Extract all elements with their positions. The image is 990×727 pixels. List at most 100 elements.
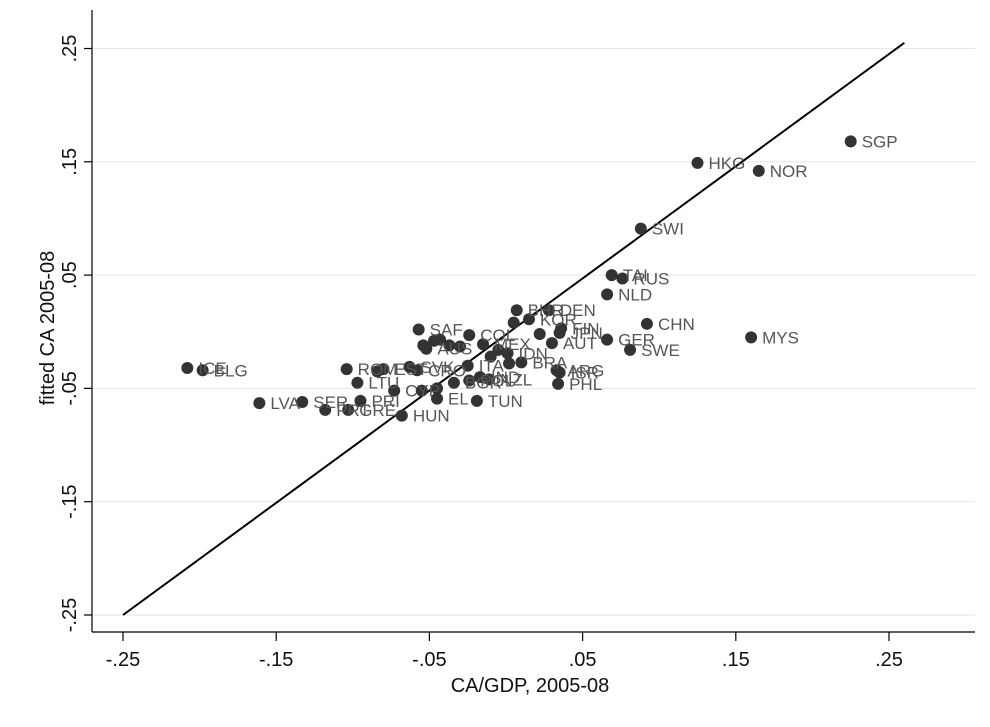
- data-point: [412, 323, 425, 336]
- point-label: ICE: [198, 359, 226, 378]
- data-point: [463, 374, 476, 387]
- x-tick-label: .25: [875, 649, 903, 671]
- data-point: [601, 288, 614, 301]
- data-point: [431, 392, 444, 405]
- point-label: GER: [618, 331, 655, 350]
- point-label: BHR: [528, 301, 564, 320]
- data-point: [691, 156, 704, 169]
- data-point: [483, 373, 496, 386]
- point-label: IND: [491, 368, 520, 387]
- point-label: LTU: [368, 374, 399, 393]
- x-tick-label: .05: [569, 649, 597, 671]
- data-point: [342, 403, 355, 416]
- data-point: [351, 376, 364, 389]
- y-tick-label: .25: [59, 35, 81, 63]
- y-tick-label: .15: [59, 148, 81, 176]
- point-label: LVA: [270, 394, 300, 413]
- point-label: DEN: [560, 301, 596, 320]
- grid-layer: [93, 48, 975, 616]
- data-point: [340, 363, 353, 376]
- data-point: [447, 376, 460, 389]
- x-tick-label: -.15: [259, 649, 293, 671]
- data-point: [181, 362, 194, 375]
- data-point: [553, 326, 566, 339]
- data-point: [463, 329, 476, 342]
- data-point: [533, 328, 546, 341]
- point-label: CRO: [428, 361, 466, 380]
- point-label: MEX: [494, 335, 531, 354]
- fit-line: [122, 42, 905, 616]
- point-label: SWE: [641, 341, 680, 360]
- point-label: TAI: [623, 266, 648, 285]
- point-label: JPN: [571, 324, 603, 343]
- point-label: SAF: [430, 320, 463, 339]
- point-label: KOR: [540, 310, 577, 329]
- point-label: EST: [394, 360, 427, 379]
- data-point: [616, 272, 629, 285]
- data-point: [196, 364, 209, 377]
- y-tick-label: .05: [59, 261, 81, 289]
- point-label: GRE: [359, 401, 396, 420]
- point-label: IDN: [519, 344, 548, 363]
- data-point: [545, 337, 558, 350]
- fit-line-layer: [122, 42, 905, 616]
- point-label: BLG: [214, 361, 248, 380]
- point-label: NZL: [500, 370, 532, 389]
- point-label: CHN: [658, 315, 695, 334]
- data-point: [634, 222, 647, 235]
- point-label: PHL: [569, 375, 602, 394]
- data-point: [477, 338, 490, 351]
- point-label: HKG: [709, 154, 746, 173]
- y-axis-title: fitted CA 2005-08: [37, 251, 59, 406]
- data-point: [501, 347, 514, 360]
- point-label: SGP: [862, 132, 898, 151]
- x-axis-title: CA/GDP, 2005-08: [451, 675, 610, 697]
- data-point: [552, 377, 565, 390]
- point-label: RUS: [633, 269, 669, 288]
- data-point: [844, 135, 857, 148]
- point-label: ITA: [479, 357, 505, 376]
- data-point: [420, 342, 433, 355]
- data-point: [473, 371, 486, 384]
- data-point: [507, 316, 520, 329]
- x-tick-label: .15: [722, 649, 750, 671]
- data-point: [253, 397, 266, 410]
- point-label: BRA: [532, 353, 568, 372]
- data-point: [640, 317, 653, 330]
- point-label: ROM: [358, 360, 398, 379]
- data-point: [752, 164, 765, 177]
- data-point: [484, 350, 497, 363]
- data-point: [553, 366, 566, 379]
- data-point: [431, 382, 444, 395]
- data-point: [510, 304, 523, 317]
- data-point: [470, 394, 483, 407]
- data-point: [427, 334, 440, 347]
- point-label: PRT: [336, 401, 370, 420]
- point-label: HUN: [413, 407, 450, 426]
- data-point: [354, 394, 367, 407]
- data-point: [624, 343, 637, 356]
- point-label: ARG: [568, 361, 605, 380]
- points-layer: [181, 135, 857, 422]
- point-label: EL: [448, 390, 469, 409]
- y-tick-label: -.05: [59, 371, 81, 405]
- point-label: BGR: [465, 374, 502, 393]
- data-point: [515, 356, 528, 369]
- point-label: CYP: [405, 382, 440, 401]
- point-label: AUS: [437, 340, 472, 359]
- point-label: TUN: [488, 392, 523, 411]
- point-label: NOR: [770, 162, 808, 181]
- point-label: MYS: [762, 328, 799, 347]
- data-point: [443, 339, 456, 352]
- point-label: SVK: [420, 358, 455, 377]
- data-point: [296, 395, 309, 408]
- data-point: [605, 269, 618, 282]
- point-label: COL: [480, 326, 515, 345]
- x-tick-label: -.25: [106, 649, 140, 671]
- data-point: [542, 304, 555, 317]
- point-label: SER: [313, 393, 348, 412]
- point-label: POL: [480, 371, 514, 390]
